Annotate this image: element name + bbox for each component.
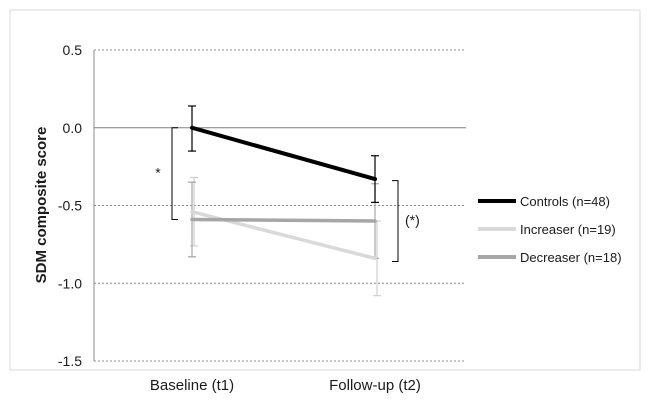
x-tick-label: Follow-up (t2) — [329, 377, 421, 394]
series-line — [190, 125, 377, 182]
legend-label: Decreaser (n=18) — [520, 250, 622, 265]
grid-lines — [94, 49, 466, 362]
significance-bracket — [392, 180, 399, 262]
y-tick-label: -0.5 — [58, 198, 82, 214]
y-tick-label: -1.5 — [58, 353, 82, 369]
legend-label: Increaser (n=19) — [520, 222, 616, 237]
y-tick-label: -1.0 — [58, 275, 82, 291]
series-group — [188, 105, 381, 297]
x-tick-label: Baseline (t1) — [150, 377, 234, 394]
legend-label: Controls (n=48) — [520, 194, 610, 209]
annotations: * (*) — [155, 127, 420, 262]
legend: Controls (n=48) Increaser (n=19) Decreaser… — [478, 194, 622, 265]
significance-bracket — [171, 127, 178, 220]
chart-border — [9, 9, 641, 371]
series-line — [190, 217, 377, 223]
y-tick-label: 0.0 — [63, 120, 83, 136]
significance-label: * — [155, 165, 161, 181]
axes: 0.5 0.0 -0.5 -1.0 -1.5 Baseline (t1) Follow-up… — [58, 42, 421, 394]
y-tick-label: 0.5 — [63, 42, 83, 58]
significance-label: (*) — [405, 212, 420, 228]
y-axis-label: SDM composite score — [33, 127, 50, 284]
